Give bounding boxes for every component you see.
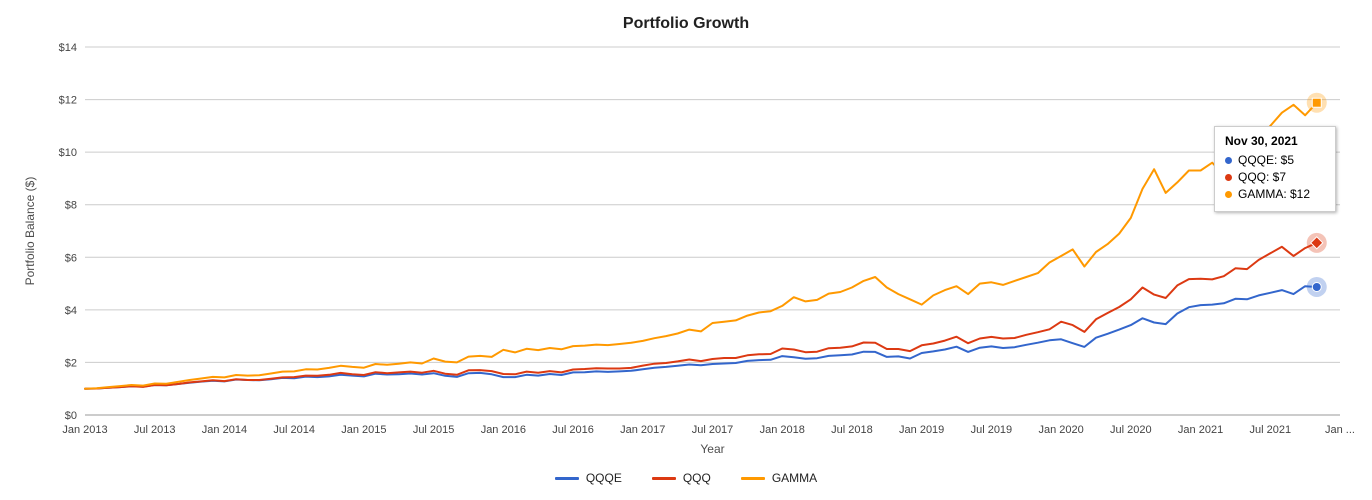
y-tick-label: $14: [59, 42, 77, 54]
x-tick-label: Jan 2013: [62, 424, 107, 436]
point-marker-gamma[interactable]: [1311, 97, 1322, 108]
tooltip-row: GAMMA: $12: [1225, 186, 1325, 203]
tooltip-row: QQQ: $7: [1225, 169, 1325, 186]
y-tick-label: $10: [59, 147, 77, 159]
x-tick-label: Jul 2017: [692, 424, 734, 436]
legend-item-gamma: GAMMA: [740, 471, 818, 485]
y-tick-label: $6: [65, 252, 77, 264]
tooltip-row-label: QQQE: $5: [1238, 153, 1295, 167]
series-line-gamma[interactable]: [84, 101, 1318, 390]
y-tick-label: $2: [65, 357, 77, 369]
series-color-dot: [1225, 157, 1232, 164]
tooltip: Nov 30, 2021 QQQE: $5 QQQ: $7 GAMMA: $12: [1214, 126, 1336, 212]
y-tick-label: $12: [59, 95, 77, 107]
x-tick-label: Jul 2021: [1249, 424, 1291, 436]
x-tick-label: Jul 2020: [1110, 424, 1152, 436]
tooltip-rows: QQQE: $5 QQQ: $7 GAMMA: $12: [1225, 152, 1325, 203]
y-tick-label: $4: [65, 305, 77, 317]
legend-label: GAMMA: [771, 471, 818, 485]
x-tick-label: Jan ...: [1325, 424, 1355, 436]
y-axis-title: Portfolio Balance ($): [23, 176, 37, 286]
legend: QQQE QQQ GAMMA: [0, 471, 1372, 485]
x-tick-label: Jan 2016: [481, 424, 526, 436]
series-color-dot: [1225, 174, 1232, 181]
legend-line-swatch: [740, 476, 765, 480]
chart-title: Portfolio Growth: [622, 15, 750, 32]
x-tick-label: Jul 2016: [552, 424, 594, 436]
x-tick-label: Jan 2015: [341, 424, 386, 436]
y-tick-label: $0: [65, 410, 77, 422]
legend-label: QQQE: [585, 471, 622, 485]
x-axis-title: Year: [700, 442, 725, 456]
legend-item-qqq: QQQ: [651, 471, 711, 485]
tooltip-date: Nov 30, 2021: [1225, 134, 1298, 148]
x-tick-label: Jan 2017: [620, 424, 665, 436]
x-tick-label: Jan 2021: [1178, 424, 1223, 436]
series-line-qqq[interactable]: [84, 241, 1318, 390]
x-tick-label: Jul 2015: [413, 424, 455, 436]
tooltip-row-label: QQQ: $7: [1238, 170, 1287, 184]
legend-line-swatch: [554, 476, 579, 480]
x-tick-label: Jul 2013: [134, 424, 176, 436]
point-marker-qqq[interactable]: [1310, 236, 1324, 250]
y-tick-label: $8: [65, 200, 77, 212]
tooltip-row: QQQE: $5: [1225, 152, 1325, 169]
x-tick-label: Jul 2014: [273, 424, 315, 436]
x-tick-label: Jan 2019: [899, 424, 944, 436]
point-marker-qqqe[interactable]: [1311, 281, 1322, 292]
legend-label: QQQ: [682, 471, 711, 485]
tooltip-row-label: GAMMA: $12: [1238, 187, 1311, 201]
x-tick-label: Jan 2014: [202, 424, 247, 436]
series-color-dot: [1225, 191, 1232, 198]
x-tick-label: Jan 2020: [1038, 424, 1083, 436]
x-tick-label: Jan 2018: [760, 424, 805, 436]
x-tick-label: Jul 2018: [831, 424, 873, 436]
x-tick-label: Jul 2019: [971, 424, 1013, 436]
legend-item-qqqe: QQQE: [554, 471, 622, 485]
legend-line-swatch: [651, 476, 676, 480]
